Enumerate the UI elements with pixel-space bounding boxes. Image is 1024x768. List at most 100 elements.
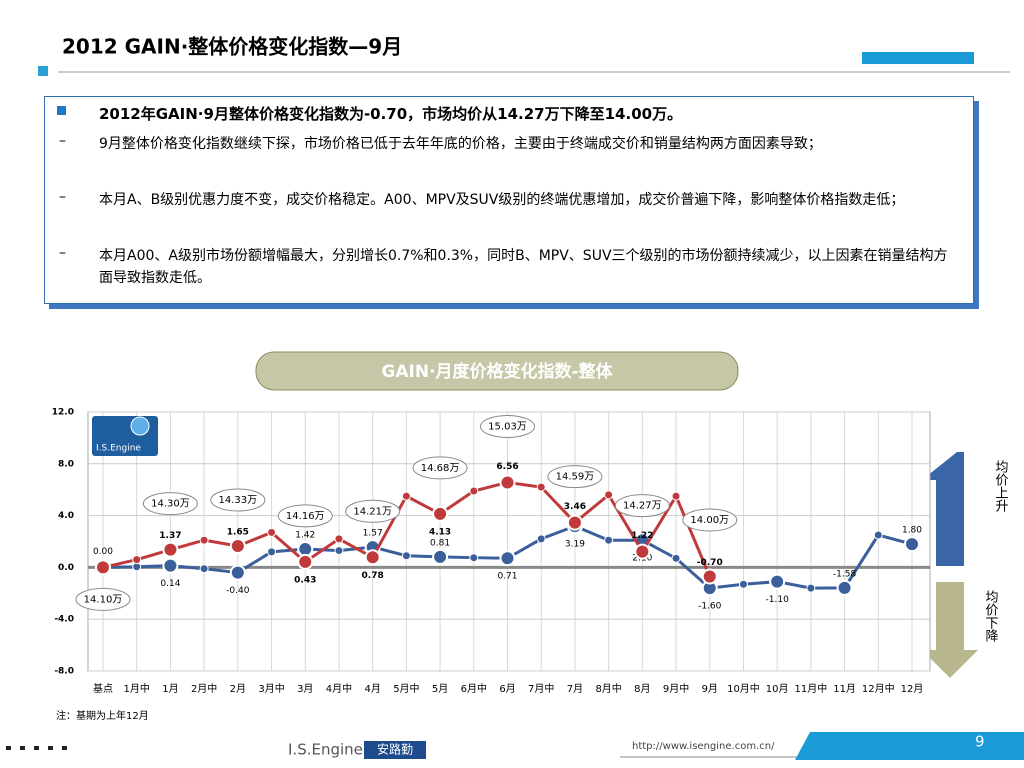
point — [364, 549, 381, 566]
callout — [547, 465, 603, 489]
x-tick-label: 5月中 — [393, 682, 419, 695]
y-tick-label: 4.0 — [58, 511, 74, 521]
point — [469, 486, 479, 496]
summary-point: 本月A、B级别优惠力度不变，成交价格稳定。A00、MPV及SUV级别的终端优惠增… — [99, 192, 905, 208]
x-tick-label: 2月 — [230, 683, 246, 695]
footer-band — [795, 732, 1024, 760]
plot-area — [87, 411, 931, 672]
note: 注：基期为上年12月 — [56, 709, 149, 722]
callout-label: 14.33万 — [219, 495, 258, 506]
x-tick-label: 10月中 — [727, 682, 760, 695]
point — [806, 583, 816, 593]
value-label: 4.13 — [429, 527, 451, 537]
value-label: -1.58 — [833, 569, 857, 579]
point — [162, 541, 179, 558]
x-tick-label: 7月 — [567, 683, 583, 695]
value-label: 1.65 — [227, 528, 249, 538]
value-label: 1.22 — [631, 531, 653, 541]
title-bar — [862, 52, 974, 64]
x-tick-label: 1月 — [162, 683, 178, 695]
point — [229, 538, 246, 555]
value-label: -0.70 — [697, 558, 723, 568]
point — [95, 559, 111, 576]
x-tick-label: 7月中 — [528, 682, 554, 695]
point — [634, 543, 651, 560]
y-tick-label: 12.0 — [52, 408, 74, 418]
up-arrow — [922, 452, 964, 566]
dash: – — [59, 133, 66, 149]
value-label: 0.81 — [430, 538, 450, 548]
y-tick-label: 8.0 — [58, 459, 74, 469]
point — [671, 553, 681, 563]
point — [769, 573, 786, 590]
x-tick-label: 11月中 — [795, 682, 828, 695]
point — [297, 553, 314, 570]
value-label: 1.37 — [159, 531, 181, 541]
x-tick-label: 4月中 — [326, 682, 352, 695]
summary-box: 2012年GAIN·9月整体价格变化指数为-0.70，市场均价从14.27万下降… — [44, 96, 974, 304]
point — [334, 546, 344, 556]
x-tick-label: 2月中 — [191, 682, 217, 695]
value-label: 6.56 — [496, 462, 518, 472]
footer-dots — [6, 746, 67, 750]
headline: 2012年GAIN·9月整体价格变化指数为-0.70，市场均价从14.27万下降… — [99, 105, 683, 123]
point — [469, 553, 479, 563]
value-label: 0.00 — [93, 547, 113, 557]
point — [199, 535, 209, 545]
down-arrow — [922, 582, 978, 678]
callout — [277, 504, 333, 528]
point — [604, 535, 614, 545]
point — [536, 534, 546, 544]
value-label: -0.40 — [226, 586, 250, 596]
footer-url: http://www.isengine.com.cn/ — [632, 741, 775, 752]
value-label: 0.78 — [362, 571, 384, 581]
callout — [412, 456, 468, 480]
logo: I.S.Engine — [96, 444, 141, 454]
dash: – — [59, 189, 66, 205]
callout-label: 14.68万 — [421, 463, 460, 474]
point — [671, 491, 681, 501]
x-tick-label: 4月 — [364, 683, 380, 695]
x-tick-label: 6月 — [499, 683, 515, 695]
callout-label: 14.30万 — [151, 499, 190, 510]
point — [738, 579, 748, 589]
callout — [210, 488, 266, 512]
point — [536, 482, 546, 492]
point — [873, 530, 883, 540]
value-label: 1.57 — [363, 529, 383, 539]
logo-icon — [130, 416, 150, 436]
point — [432, 548, 449, 565]
point — [199, 564, 209, 574]
side-down: 均价下降 — [983, 590, 999, 642]
footer-brand-cn: 安路勤 — [377, 742, 413, 757]
value-label: 1.80 — [902, 526, 922, 536]
y-tick-label: 0.0 — [58, 563, 74, 573]
callout — [75, 587, 131, 611]
point — [566, 514, 583, 531]
side-up: 均价上升 — [993, 460, 1009, 512]
x-tick-label: 9月中 — [663, 682, 689, 695]
point — [499, 550, 516, 567]
callout-label: 14.00万 — [690, 515, 729, 526]
point — [229, 564, 246, 581]
point — [132, 555, 142, 565]
point — [401, 551, 411, 561]
x-tick-label: 3月 — [297, 683, 313, 695]
callout-label: 14.16万 — [286, 511, 325, 522]
footer-brand: I.S.Engine — [288, 741, 363, 759]
summary-point: 9月整体价格变化指数继续下探，市场价格已低于去年年底的价格，主要由于终端成交价和… — [99, 136, 822, 152]
callout — [142, 492, 198, 516]
value-label: 0.43 — [294, 575, 316, 585]
x-tick-label: 8月 — [634, 683, 650, 695]
callout — [480, 414, 535, 438]
value-label: 0.14 — [160, 579, 180, 589]
point — [904, 536, 920, 553]
point — [401, 491, 411, 501]
callout-label: 14.10万 — [84, 594, 123, 605]
value-label: 1.42 — [295, 531, 315, 541]
x-tick-label: 9月 — [702, 683, 718, 695]
point — [334, 534, 344, 544]
slide-title: 2012 GAIN·整体价格变化指数—9月 — [62, 35, 402, 59]
